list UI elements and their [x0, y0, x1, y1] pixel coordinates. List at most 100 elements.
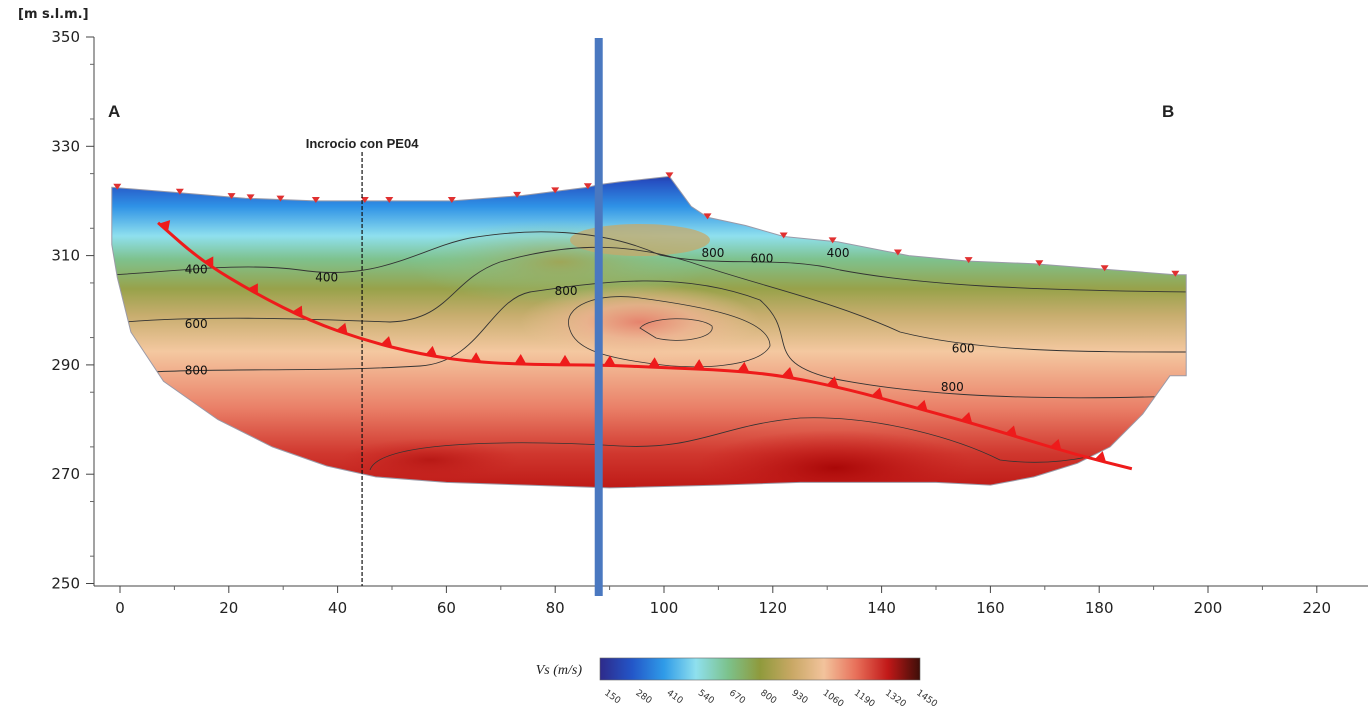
x-tick-label-20: 20 — [219, 599, 238, 617]
colorbar-tick-label: 150 — [602, 688, 622, 706]
contour-800 — [149, 280, 1181, 399]
geophone-marker — [779, 232, 788, 239]
vertical-marker-bar — [594, 38, 603, 596]
y-tick-label-330: 330 — [51, 137, 80, 155]
fault-tooth — [1049, 438, 1062, 451]
fault-tooth — [1005, 425, 1017, 437]
x-tick-label-140: 140 — [867, 599, 896, 617]
geophone-marker — [828, 237, 837, 244]
section-end-label: B — [1162, 102, 1174, 121]
fault-tooth — [737, 361, 750, 373]
contour-1300 — [369, 417, 1161, 471]
fault-tooth — [603, 355, 616, 366]
fault-tooth — [425, 345, 438, 357]
section-start-label: A — [108, 102, 120, 121]
fault-tooth — [960, 412, 973, 424]
x-tick-label-60: 60 — [437, 599, 456, 617]
geophone-marker — [1035, 260, 1044, 267]
contour-600 — [124, 246, 1187, 353]
x-tick-label-160: 160 — [976, 599, 1005, 617]
fault-tooth — [202, 256, 214, 269]
colorbar-ticks: 150 280 410 540 670 800 930 1060 1190 1320 1450 — [602, 688, 939, 709]
contour-label: 800 — [555, 284, 578, 298]
contour-label: 400 — [185, 262, 208, 276]
fault-tooth — [247, 283, 258, 295]
geophone-marker — [1171, 270, 1180, 277]
colorbar-tick-label: 280 — [633, 688, 653, 706]
geophone-marker — [665, 172, 674, 179]
deep-red-anomaly — [695, 430, 975, 488]
x-tick-label-180: 180 — [1085, 599, 1114, 617]
y-unit-label: [m s.l.m.] — [18, 7, 89, 22]
colorbar-tick-label: 1450 — [914, 688, 939, 709]
y-tick-label-270: 270 — [51, 465, 80, 483]
y-ticks: 250 270 290 310 330 350 — [51, 28, 94, 593]
colorbar-tick-label: 930 — [789, 688, 809, 706]
fault-tooth — [648, 357, 661, 368]
contour-label: 600 — [750, 251, 773, 265]
y-tick-label-310: 310 — [51, 247, 80, 265]
fault-tooth — [871, 387, 884, 399]
fault-tooth — [692, 359, 705, 370]
fault-tooth — [514, 353, 527, 365]
fault-tooth — [469, 352, 482, 363]
geophone-marker — [227, 193, 236, 200]
geophone-marker — [583, 183, 592, 190]
geophone-marker — [113, 183, 122, 190]
x-tick-label-120: 120 — [758, 599, 787, 617]
fault-tooth — [826, 376, 839, 388]
olive-zone-top — [570, 224, 710, 256]
geophone-marker — [246, 194, 255, 201]
contour-labels: 400 400 600 800 800 800 600 400 600 800 — [185, 246, 975, 394]
x-tick-label-0: 0 — [115, 599, 125, 617]
colorbar-title: Vs (m/s) — [536, 663, 583, 678]
colorbar-tick-label: 1060 — [821, 688, 846, 709]
x-tick-label-80: 80 — [546, 599, 565, 617]
colorbar-tick-label: 1190 — [852, 688, 877, 709]
contour-label: 600 — [952, 342, 975, 356]
geophone-marker — [311, 196, 320, 203]
fault-tooth — [380, 336, 393, 348]
y-tick-label-350: 350 — [51, 28, 80, 46]
axes: 250 270 290 310 330 350 0 20 40 60 80 100 120 140 160… — [51, 28, 1368, 617]
contour-label: 800 — [941, 380, 964, 394]
geophone-marker — [385, 196, 394, 203]
contour-label: 800 — [702, 246, 725, 260]
velocity-field — [111, 176, 1187, 488]
y-tick-label-250: 250 — [51, 575, 80, 593]
x-ticks: 0 20 40 60 80 100 120 140 160 180 200 220 — [115, 586, 1331, 617]
x-tick-label-40: 40 — [328, 599, 347, 617]
warm-anomaly — [520, 284, 760, 360]
colorbar-tick-label: 540 — [696, 688, 716, 706]
colorbar-swatch — [599, 657, 921, 681]
contour-label: 400 — [827, 246, 850, 260]
colorbar-tick-label: 800 — [758, 688, 778, 706]
geophone-markers — [113, 172, 1180, 277]
geophone-marker — [175, 188, 184, 195]
y-tick-label-290: 290 — [51, 356, 80, 374]
geophone-marker — [276, 195, 285, 202]
colorbar: Vs (m/s) 150 280 410 540 670 800 930 1060 1190 13… — [536, 657, 939, 710]
fault-line — [157, 221, 1133, 471]
contour-label: 600 — [185, 317, 208, 331]
contour-1000 — [568, 296, 771, 368]
contour-label: 400 — [315, 270, 338, 284]
contour-1200 — [639, 318, 713, 341]
x-tick-label-100: 100 — [650, 599, 679, 617]
colorbar-tick-label: 410 — [665, 688, 685, 706]
geophone-marker — [893, 249, 902, 256]
fault-tooth — [336, 322, 348, 335]
fault-tooth — [558, 354, 571, 365]
geophone-marker — [513, 191, 522, 198]
contour-label: 800 — [185, 363, 208, 377]
fault-teeth — [159, 220, 1107, 463]
geophone-marker — [447, 196, 456, 203]
fault-tooth — [1094, 451, 1107, 463]
geophone-marker — [1100, 265, 1109, 272]
fault-tooth — [782, 366, 794, 378]
geophone-marker — [551, 187, 560, 194]
fault-tooth — [159, 220, 171, 232]
geophone-marker — [964, 257, 973, 264]
geophone-marker — [360, 196, 369, 203]
